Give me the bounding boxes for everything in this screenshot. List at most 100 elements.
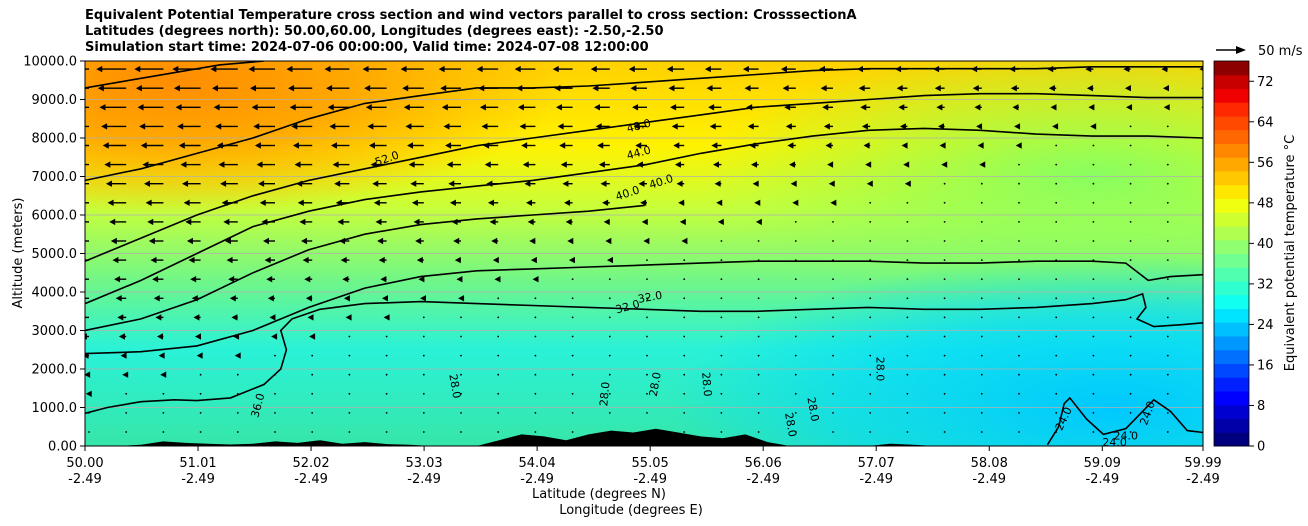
y-tick-label-3: 3000.0: [32, 324, 78, 339]
wind-vector-308: [646, 278, 648, 281]
wind-vector-368: [757, 278, 760, 281]
wind-vector-288: [608, 278, 611, 281]
wind-vector-418: [820, 85, 833, 92]
wind-vector-410: [832, 240, 834, 242]
wind-vector-210: [453, 237, 461, 245]
wind-vector-361: [757, 412, 760, 414]
contour-label-5: 32.0: [614, 297, 641, 316]
wind-vector-201: [460, 412, 462, 414]
wind-vector-521: [1055, 412, 1058, 414]
wind-vector-53: [144, 180, 164, 187]
wind-vector-61: [199, 412, 202, 414]
terrain: [85, 428, 1203, 446]
wind-vector-242: [534, 392, 537, 395]
wind-vector-48: [152, 276, 164, 283]
x-tick-label-lat-6: 56.06: [745, 456, 782, 471]
wind-vector-395: [787, 142, 796, 149]
wind-vector-178: [364, 85, 387, 92]
wind-vector-322: [683, 392, 686, 395]
colorbar-tick-label-8: 64: [1257, 115, 1274, 130]
wind-vector-97: [213, 104, 238, 111]
colorbar-tick-label-3: 24: [1257, 318, 1274, 333]
wind-vector-273: [562, 180, 573, 187]
wind-vector-91: [223, 218, 238, 226]
x-tick-label-lat-5: 55.05: [632, 456, 669, 471]
wind-vector-286: [608, 316, 611, 319]
wind-vector-596: [1166, 125, 1169, 128]
wind-vector-101: [274, 412, 276, 414]
wind-vector-74: [180, 161, 201, 168]
wind-vector-30: [110, 237, 127, 245]
wind-vector-158: [326, 85, 350, 92]
wind-vector-600: [1204, 431, 1206, 433]
wind-vector-138: [288, 85, 313, 92]
wind-vector-113: [258, 180, 275, 187]
wind-vector-318: [630, 85, 647, 92]
wind-vector-83: [236, 373, 239, 376]
wind-vector-203: [460, 373, 462, 376]
x-axis-label-lat: Latitude (degrees N): [532, 487, 666, 502]
colorbar-band-3: [1214, 391, 1249, 406]
wind-vector-283: [608, 373, 611, 376]
wind-vector-534: [1055, 163, 1058, 166]
wind-vector-151: [337, 218, 350, 226]
wind-vector-370: [757, 240, 760, 242]
wind-vector-350: [720, 240, 723, 242]
wind-vector-215: [445, 142, 461, 149]
wind-vector-465: [943, 335, 946, 338]
wind-vector-528: [1055, 278, 1058, 281]
colorbar-band-8: [1214, 322, 1249, 337]
wind-vector-473: [943, 182, 946, 185]
wind-vector-469: [943, 259, 946, 261]
wind-vector-156: [329, 123, 350, 130]
wind-vector-227: [497, 297, 500, 300]
wind-vector-460: [943, 431, 946, 433]
wind-vector-434: [865, 161, 872, 168]
wind-vector-254: [522, 161, 536, 168]
colorbar-band-15: [1214, 226, 1249, 241]
wind-vector-402: [832, 392, 834, 395]
wind-vector-497: [974, 104, 982, 111]
wind-vector-277: [555, 104, 573, 111]
quiver-key-label: 50 m/s: [1258, 44, 1303, 59]
wind-vector-302: [646, 392, 648, 395]
quiver-key-arrow-head: [1236, 46, 1246, 54]
wind-vector-513: [1018, 182, 1020, 185]
wind-vector-574: [1129, 163, 1132, 166]
wind-vector-603: [1204, 374, 1206, 376]
wind-vector-2: [85, 390, 92, 397]
wind-vector-259: [514, 65, 536, 73]
wind-vector-188: [418, 276, 425, 283]
wind-vector-180: [422, 431, 425, 433]
wind-vector-440: [906, 431, 909, 433]
wind-vector-386: [794, 316, 797, 319]
wind-vector-594: [1166, 163, 1169, 166]
contour-label-7: 36.0: [249, 392, 268, 419]
wind-vector-90: [224, 237, 238, 245]
wind-vector-108: [266, 276, 275, 283]
wind-vector-478: [934, 85, 945, 92]
wind-vector-135: [292, 142, 313, 149]
wind-vector-125: [309, 333, 316, 340]
wind-vector-299: [590, 65, 610, 73]
colorbar-band-4: [1214, 377, 1249, 392]
wind-vector-132: [297, 199, 313, 206]
colorbar-band-26: [1214, 74, 1249, 89]
wind-vector-249: [530, 256, 537, 264]
wind-vector-591: [1166, 221, 1169, 223]
wind-vector-450: [906, 240, 909, 242]
y-tick-label-10: 10000.0: [23, 55, 77, 70]
wind-vector-52: [145, 199, 164, 206]
wind-vector-142: [348, 392, 351, 395]
wind-vector-128: [304, 276, 313, 283]
wind-vector-566: [1129, 316, 1132, 319]
wind-vector-319: [628, 65, 647, 73]
wind-vector-139: [286, 65, 313, 73]
x-tick-label-lon-4: -2.49: [520, 472, 554, 487]
wind-vector-533: [1055, 182, 1058, 185]
wind-vector-264: [571, 354, 574, 357]
colorbar-band-10: [1214, 294, 1249, 309]
wind-vector-504: [1018, 354, 1020, 357]
wind-vector-477: [936, 104, 945, 111]
wind-vector-455: [901, 142, 908, 149]
